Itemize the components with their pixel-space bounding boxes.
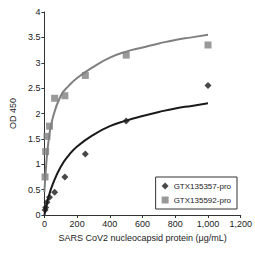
svg-text:GTX135357-pro: GTX135357-pro — [174, 182, 232, 191]
svg-text:GTX135592-pro: GTX135592-pro — [174, 196, 232, 205]
svg-text:1: 1 — [35, 159, 40, 169]
svg-text:800: 800 — [168, 219, 183, 229]
svg-text:4: 4 — [35, 7, 40, 17]
svg-text:3: 3 — [35, 58, 40, 68]
svg-text:0: 0 — [42, 219, 47, 229]
svg-text:SARS CoV2 nucleocapsid protein: SARS CoV2 nucleocapsid protein (μg/mL) — [58, 233, 226, 243]
svg-text:0.5: 0.5 — [28, 185, 41, 195]
svg-text:1,200: 1,200 — [229, 219, 252, 229]
svg-text:200: 200 — [70, 219, 85, 229]
svg-text:2.5: 2.5 — [28, 83, 41, 93]
svg-text:1,000: 1,000 — [197, 219, 220, 229]
svg-text:0: 0 — [35, 210, 40, 220]
svg-text:2: 2 — [35, 109, 40, 119]
svg-text:1.5: 1.5 — [28, 134, 41, 144]
svg-text:OD 450: OD 450 — [8, 98, 18, 129]
svg-text:600: 600 — [135, 219, 150, 229]
svg-text:400: 400 — [102, 219, 117, 229]
svg-text:3.5: 3.5 — [28, 32, 41, 42]
